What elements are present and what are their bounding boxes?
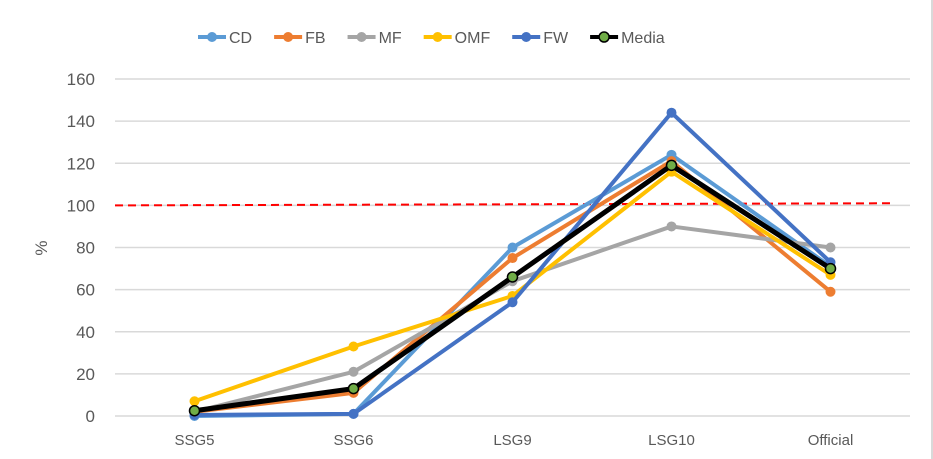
- data-point-FW: [666, 107, 677, 118]
- legend-marker: [283, 32, 294, 42]
- data-point-OMF: [189, 396, 200, 407]
- legend-marker: [356, 32, 367, 42]
- data-point-Media: [506, 271, 519, 283]
- y-tick-label: 120: [67, 154, 95, 173]
- x-tick-label: LSG9: [493, 432, 531, 449]
- data-point-Media: [665, 159, 678, 172]
- data-point-MF: [666, 221, 677, 232]
- x-tick-label: Official: [808, 432, 854, 449]
- legend-label: OMF: [455, 30, 491, 47]
- x-tick-label: LSG10: [648, 432, 695, 449]
- legend-marker: [207, 32, 217, 42]
- y-tick-label: 0: [86, 407, 95, 426]
- y-tick-label: 60: [76, 281, 95, 300]
- legend-label: MF: [379, 30, 402, 47]
- legend-marker: [521, 32, 532, 42]
- legend-label: FB: [305, 30, 325, 47]
- data-point-FW: [507, 297, 518, 308]
- data-point-Media: [347, 382, 360, 395]
- data-point-FB: [825, 286, 836, 297]
- y-tick-label: 20: [76, 365, 95, 384]
- data-point-CD: [507, 242, 518, 253]
- data-point-FW: [348, 408, 359, 419]
- x-tick-label: SSG6: [333, 432, 373, 449]
- data-point-Media: [824, 262, 837, 275]
- legend-item-Media: Media: [590, 30, 665, 47]
- data-point-OMF: [348, 341, 359, 352]
- legend-label: FW: [543, 30, 569, 47]
- legend-label: CD: [229, 30, 252, 47]
- legend-label: Media: [621, 30, 665, 47]
- x-tick-label: SSG5: [174, 432, 214, 449]
- data-point-FB: [507, 253, 518, 264]
- legend-item-CD: CD: [198, 30, 252, 47]
- y-tick-label: 160: [67, 70, 95, 89]
- legend-marker: [598, 31, 610, 43]
- y-tick-label: 40: [76, 323, 95, 342]
- legend-item-MF: MF: [347, 30, 402, 47]
- legend-marker: [432, 32, 443, 42]
- y-tick-label: 140: [67, 112, 95, 131]
- y-axis-label: %: [32, 240, 51, 255]
- y-tick-label: 100: [67, 196, 95, 215]
- legend-item-OMF: OMF: [423, 30, 491, 47]
- y-tick-label: 80: [76, 239, 95, 258]
- legend-item-FB: FB: [274, 30, 326, 47]
- data-point-MF: [825, 242, 836, 253]
- data-point-Media: [188, 404, 201, 417]
- legend-item-FW: FW: [512, 30, 569, 47]
- data-point-MF: [348, 366, 359, 377]
